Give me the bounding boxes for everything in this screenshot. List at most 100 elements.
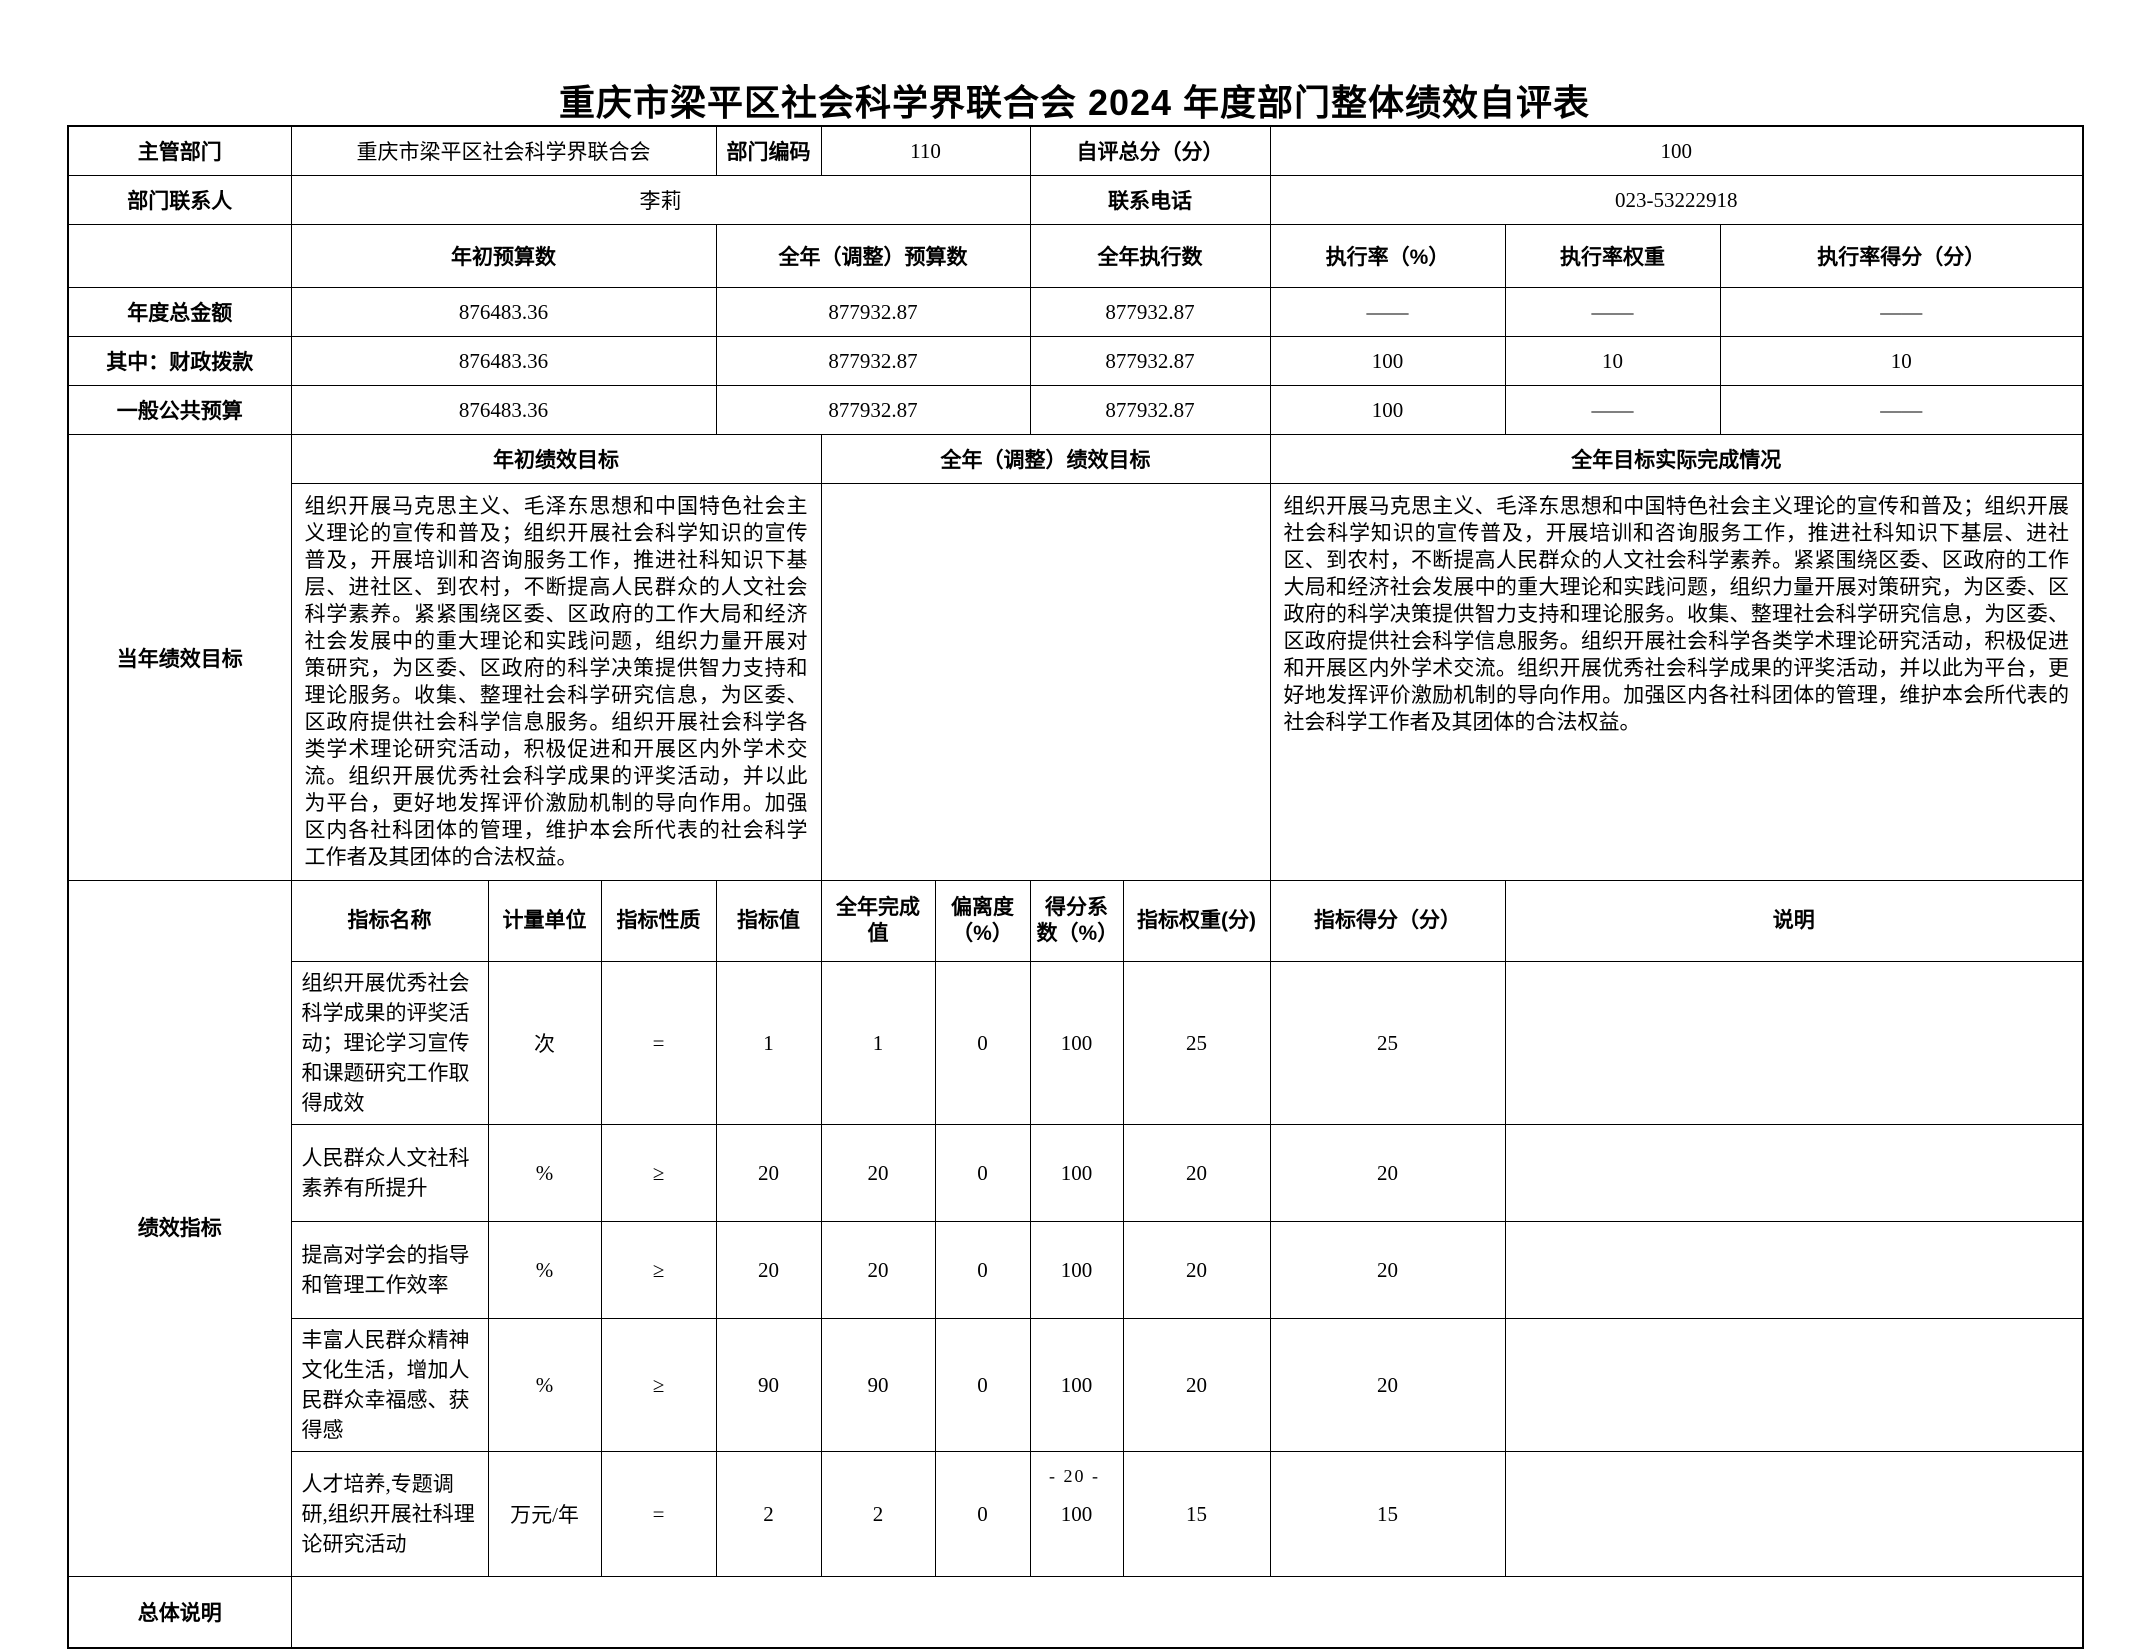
dept-code-value: 110 (820, 125, 1031, 176)
budget-row-label: 一般公共预算 (67, 385, 292, 435)
indicator-completed: 90 (820, 1318, 936, 1452)
budget-cell: 876483.36 (290, 385, 717, 435)
budget-cell: 877932.87 (1029, 336, 1271, 386)
indicator-coefficient: 100 (1029, 1221, 1124, 1319)
contact-person-label: 部门联系人 (67, 175, 292, 225)
budget-header-initial: 年初预算数 (290, 224, 717, 288)
goals-header-actual: 全年目标实际完成情况 (1269, 434, 2084, 484)
ind-header-name: 指标名称 (290, 880, 489, 962)
ind-header-unit: 计量单位 (487, 880, 602, 962)
competent-dept-value: 重庆市梁平区社会科学界联合会 (290, 125, 717, 176)
indicators-header-row: 绩效指标 指标名称 计量单位 指标性质 指标值 全年完成值 偏离度（%） 得分系… (67, 880, 2084, 1577)
budget-cell: —— (1504, 287, 1721, 337)
indicator-target: 90 (715, 1318, 822, 1452)
indicator-deviation: 0 (934, 961, 1031, 1125)
indicator-nature: ≥ (600, 1221, 717, 1319)
indicator-weight: 20 (1122, 1318, 1271, 1452)
indicator-score: 20 (1269, 1124, 1506, 1222)
indicator-note (1504, 961, 2084, 1125)
ind-header-deviation: 偏离度（%） (934, 880, 1031, 962)
indicator-name: 组织开展优秀社会科学成果的评奖活动；理论学习宣传和课题研究工作取得成效 (290, 961, 489, 1125)
dept-code-label: 部门编码 (715, 125, 822, 176)
indicator-coefficient: 100 (1029, 961, 1124, 1125)
indicator-row: 组织开展优秀社会科学成果的评奖活动；理论学习宣传和课题研究工作取得成效 次 = … (68, 961, 2084, 1125)
contact-phone-value: 023-53222918 (1269, 175, 2084, 225)
ind-header-nature: 指标性质 (600, 880, 717, 962)
budget-row-label: 其中：财政拨款 (67, 336, 292, 386)
budget-row-label: 年度总金额 (67, 287, 292, 337)
goals-section-label: 当年绩效目标 (67, 434, 292, 881)
budget-cell: 877932.87 (715, 336, 1031, 386)
indicator-row: 丰富人民群众精神文化生活，增加人民群众幸福感、获得感 % ≥ 90 90 0 1… (68, 1318, 2084, 1452)
indicator-target: 20 (715, 1221, 822, 1319)
self-score-label: 自评总分（分） (1029, 125, 1271, 176)
table-row: 部门联系人 李莉 联系电话 023-53222918 (67, 175, 2084, 225)
indicator-unit: % (487, 1124, 602, 1222)
indicator-name: 丰富人民群众精神文化生活，增加人民群众幸福感、获得感 (290, 1318, 489, 1452)
goals-actual-text: 组织开展马克思主义、毛泽东思想和中国特色社会主义理论的宣传和普及；组织开展社会科… (1269, 483, 2084, 881)
indicator-note (1504, 1221, 2084, 1319)
indicator-deviation: 0 (934, 1318, 1031, 1452)
competent-dept-label: 主管部门 (67, 125, 292, 176)
budget-cell: 100 (1269, 385, 1506, 435)
budget-cell: 876483.36 (290, 336, 717, 386)
page-number: - 20 - (1049, 1466, 1100, 1486)
indicator-note (1504, 1124, 2084, 1222)
budget-empty-corner (67, 224, 292, 288)
budget-header-executed: 全年执行数 (1029, 224, 1271, 288)
indicator-name: 人民群众人文社科素养有所提升 (290, 1124, 489, 1222)
budget-cell: 877932.87 (1029, 287, 1271, 337)
indicator-weight: 20 (1122, 1124, 1271, 1222)
budget-header-adjusted: 全年（调整）预算数 (715, 224, 1031, 288)
goals-header-initial: 年初绩效目标 (290, 434, 822, 484)
indicator-deviation: 0 (934, 1124, 1031, 1222)
budget-row-total: 年度总金额 876483.36 877932.87 877932.87 —— —… (67, 287, 2084, 337)
indicator-unit: 次 (487, 961, 602, 1125)
goals-adjusted-text (820, 483, 1271, 881)
budget-cell: 877932.87 (715, 287, 1031, 337)
budget-row-public: 一般公共预算 876483.36 877932.87 877932.87 100… (67, 385, 2084, 435)
indicator-row: 提高对学会的指导和管理工作效率 % ≥ 20 20 0 100 20 20 (68, 1221, 2084, 1319)
indicators-section-label: 绩效指标 (67, 880, 292, 1577)
indicator-note (1504, 1318, 2084, 1452)
budget-cell: 876483.36 (290, 287, 717, 337)
indicator-completed: 20 (820, 1124, 936, 1222)
contact-person-value: 李莉 (290, 175, 1031, 225)
ind-header-weight: 指标权重(分) (1122, 880, 1271, 962)
budget-cell: 10 (1504, 336, 1721, 386)
budget-cell: 877932.87 (715, 385, 1031, 435)
ind-header-completed: 全年完成值 (820, 880, 936, 962)
indicator-score: 20 (1269, 1221, 1506, 1319)
budget-header-exec-score: 执行率得分（分） (1719, 224, 2084, 288)
goals-body-row: 组织开展马克思主义、毛泽东思想和中国特色社会主义理论的宣传和普及；组织开展社会科… (68, 483, 2084, 881)
indicator-completed: 1 (820, 961, 936, 1125)
ind-header-note: 说明 (1504, 880, 2084, 962)
indicator-deviation: 0 (934, 1221, 1031, 1319)
page-title: 重庆市梁平区社会科学界联合会 2024 年度部门整体绩效自评表 (558, 82, 1591, 123)
summary-row: 总体说明 (67, 1576, 2084, 1649)
ind-header-target: 指标值 (715, 880, 822, 962)
ind-header-coefficient: 得分系数（%） (1029, 880, 1124, 962)
indicator-unit: % (487, 1318, 602, 1452)
indicator-coefficient: 100 (1029, 1124, 1124, 1222)
budget-cell: —— (1719, 287, 2084, 337)
budget-cell: 877932.87 (1029, 385, 1271, 435)
budget-header-row: 年初预算数 全年（调整）预算数 全年执行数 执行率（%） 执行率权重 执行率得分… (67, 224, 2084, 288)
indicator-target: 1 (715, 961, 822, 1125)
goals-header-row: 当年绩效目标 年初绩效目标 全年（调整）绩效目标 全年目标实际完成情况 (67, 434, 2084, 881)
indicator-weight: 25 (1122, 961, 1271, 1125)
summary-content (290, 1576, 2084, 1649)
indicator-name: 提高对学会的指导和管理工作效率 (290, 1221, 489, 1319)
indicator-nature: ≥ (600, 1124, 717, 1222)
budget-cell: 100 (1269, 336, 1506, 386)
budget-row-fiscal: 其中：财政拨款 876483.36 877932.87 877932.87 10… (67, 336, 2084, 386)
budget-header-exec-rate: 执行率（%） (1269, 224, 1506, 288)
indicator-row: 人民群众人文社科素养有所提升 % ≥ 20 20 0 100 20 20 (68, 1124, 2084, 1222)
indicator-target: 20 (715, 1124, 822, 1222)
indicator-weight: 20 (1122, 1221, 1271, 1319)
self-score-value: 100 (1269, 125, 2084, 176)
indicator-unit: % (487, 1221, 602, 1319)
budget-header-exec-weight: 执行率权重 (1504, 224, 1721, 288)
indicator-completed: 20 (820, 1221, 936, 1319)
indicator-score: 25 (1269, 961, 1506, 1125)
